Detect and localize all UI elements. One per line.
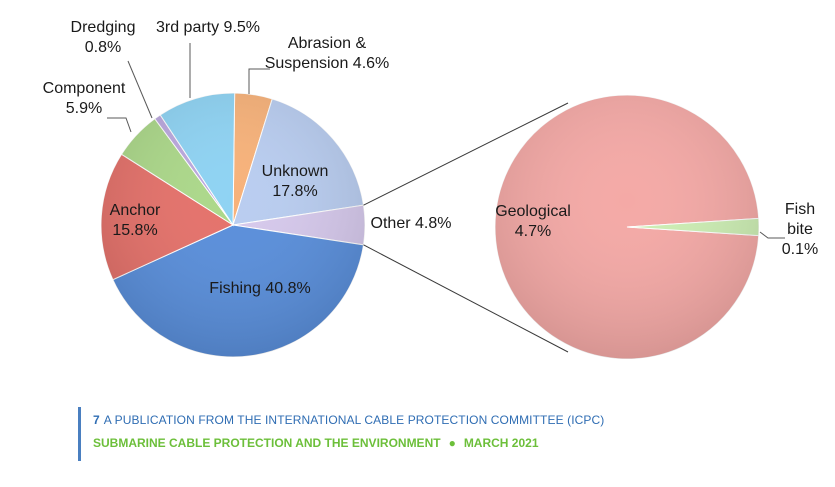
main-pie-labels: Abrasion & Suspension 4.6% Unknown 17.8% Oth… xyxy=(43,19,452,297)
report-date: MARCH 2021 xyxy=(463,436,539,450)
leader-dredging xyxy=(127,60,153,119)
label-abrasion-and-suspension: Abrasion & Suspension 4.6% xyxy=(265,35,390,72)
pie-of-pie-chart: Abrasion & Suspension 4.6% Unknown 17.8% Oth… xyxy=(43,19,818,360)
leader-abrasion-and-suspension xyxy=(248,68,270,94)
label-geological: Geological 4.7% xyxy=(495,203,571,240)
report-line: SUBMARINE CABLE PROTECTION AND THE ENVIR… xyxy=(93,436,604,450)
page-number: 7 xyxy=(93,413,100,427)
separator-dot: ● xyxy=(448,436,456,450)
breakdown-pie-labels: Geological 4.7% Fish bite 0.1% xyxy=(495,201,818,258)
label-fishing: Fishing 40.8% xyxy=(209,280,310,297)
publication-text: A PUBLICATION FROM THE INTERNATIONAL CAB… xyxy=(103,413,605,427)
label-fish-bite: Fish bite 0.1% xyxy=(782,201,818,258)
leader-lines xyxy=(107,43,270,133)
label-dredging: Dredging 0.8% xyxy=(71,19,136,56)
report-title: SUBMARINE CABLE PROTECTION AND THE ENVIR… xyxy=(93,436,441,450)
label-component: Component 5.9% xyxy=(43,80,126,117)
label-unknown: Unknown 17.8% xyxy=(262,163,329,200)
label-other: Other 4.8% xyxy=(371,215,452,232)
label-anchor: Anchor 15.8% xyxy=(110,202,161,239)
leader-fish-bite xyxy=(759,231,785,239)
leader-component xyxy=(107,117,132,133)
label-3rd-party: 3rd party 9.5% xyxy=(156,19,260,36)
